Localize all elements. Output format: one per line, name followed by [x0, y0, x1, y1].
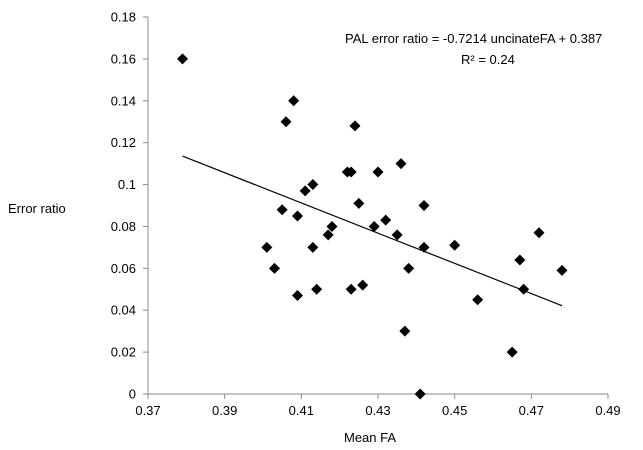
data-point [506, 346, 518, 358]
x-axis-title: Mean FA [344, 430, 396, 445]
y-tick-label: 0.18 [111, 10, 136, 25]
data-point [399, 325, 411, 337]
data-point [518, 283, 530, 295]
data-point [418, 241, 430, 253]
data-point [292, 210, 303, 222]
data-points [177, 53, 568, 400]
data-point [288, 95, 300, 107]
data-point [472, 294, 484, 306]
data-point [269, 262, 280, 274]
data-point [556, 264, 568, 276]
regression-equation: PAL error ratio = -0.7214 uncinateFA + 0… [345, 31, 602, 46]
data-point [372, 166, 384, 178]
data-point [326, 220, 338, 232]
x-tick-label: 0.41 [289, 403, 314, 418]
data-point [276, 204, 288, 216]
data-point [261, 241, 273, 253]
data-point [368, 220, 380, 232]
data-point [345, 283, 357, 295]
data-point [177, 53, 188, 65]
data-point [357, 279, 369, 291]
data-point [307, 179, 319, 191]
y-tick-label: 0.1 [118, 177, 136, 192]
data-point [292, 290, 303, 302]
r-squared-label: R² = 0.24 [461, 52, 515, 67]
y-tick-label: 0.02 [111, 345, 136, 360]
data-point [307, 241, 319, 253]
data-point [380, 214, 392, 226]
data-point [391, 229, 403, 241]
data-point [414, 388, 426, 400]
y-tick-label: 0.12 [111, 135, 136, 150]
axes [147, 17, 608, 395]
y-axis-title: Error ratio [8, 201, 66, 216]
y-tick-label: 0.08 [111, 219, 136, 234]
y-tick-label: 0 [129, 387, 136, 402]
data-point [299, 185, 311, 197]
x-tick-label: 0.39 [212, 403, 237, 418]
x-tick-label: 0.45 [442, 403, 467, 418]
y-tick-label: 0.06 [111, 261, 136, 276]
y-tick-label: 0.04 [111, 303, 136, 318]
data-point [395, 158, 407, 170]
x-tick-label: 0.49 [595, 403, 620, 418]
x-tick-label: 0.43 [365, 403, 390, 418]
trendline [182, 155, 563, 307]
x-tick-label: 0.47 [519, 403, 544, 418]
data-point [533, 227, 545, 239]
data-point [403, 262, 415, 274]
data-point [349, 120, 361, 132]
data-point [514, 254, 526, 266]
y-ticks: 0 0.02 0.04 0.06 0.08 0.1 0.12 0.14 0.16 0.18 [111, 10, 148, 402]
data-point [345, 166, 357, 178]
data-point [280, 116, 292, 128]
x-ticks: 0.37 0.39 0.41 0.43 0.45 0.47 0.49 [135, 394, 621, 418]
y-tick-label: 0.14 [111, 93, 136, 108]
data-point [322, 229, 334, 241]
data-point [449, 239, 461, 251]
data-point [311, 283, 323, 295]
x-tick-label: 0.37 [135, 403, 160, 418]
y-tick-label: 0.16 [111, 51, 136, 66]
data-point [418, 200, 430, 211]
data-point [353, 197, 365, 209]
